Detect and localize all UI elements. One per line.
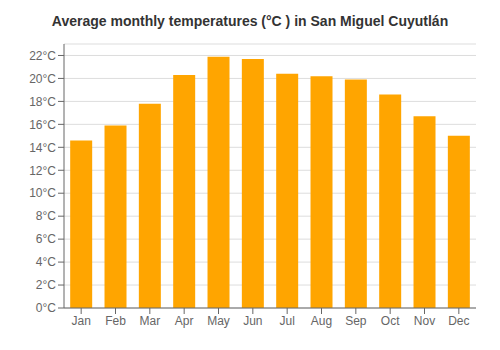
svg-text:8°C: 8°C <box>36 209 56 223</box>
svg-text:12°C: 12°C <box>29 164 56 178</box>
svg-text:Dec: Dec <box>448 314 469 328</box>
svg-text:20°C: 20°C <box>29 72 56 86</box>
svg-text:4°C: 4°C <box>36 255 56 269</box>
html-text:Average monthly temperatures (: Average monthly temperatures (°C ) in Sa… <box>51 13 449 29</box>
svg-text:Aug: Aug <box>311 314 332 328</box>
svg-text:14°C: 14°C <box>29 141 56 155</box>
svg-text:Sep: Sep <box>345 314 367 328</box>
svg-text:May: May <box>207 314 230 328</box>
svg-text:Jul: Jul <box>279 314 294 328</box>
svg-text:Oct: Oct <box>381 314 400 328</box>
svg-text:Mar: Mar <box>139 314 160 328</box>
svg-text:18°C: 18°C <box>29 95 56 109</box>
svg-text:10°C: 10°C <box>29 186 56 200</box>
svg-text:Nov: Nov <box>414 314 435 328</box>
svg-text:2°C: 2°C <box>36 278 56 292</box>
svg-text:Apr: Apr <box>175 314 194 328</box>
svg-text:Feb: Feb <box>105 314 126 328</box>
svg-text:6°C: 6°C <box>36 232 56 246</box>
svg-text:Jun: Jun <box>243 314 262 328</box>
svg-text:22°C: 22°C <box>29 49 56 63</box>
svg-text:16°C: 16°C <box>29 118 56 132</box>
svg-text:0°C: 0°C <box>36 301 56 315</box>
svg-text:Jan: Jan <box>71 314 90 328</box>
